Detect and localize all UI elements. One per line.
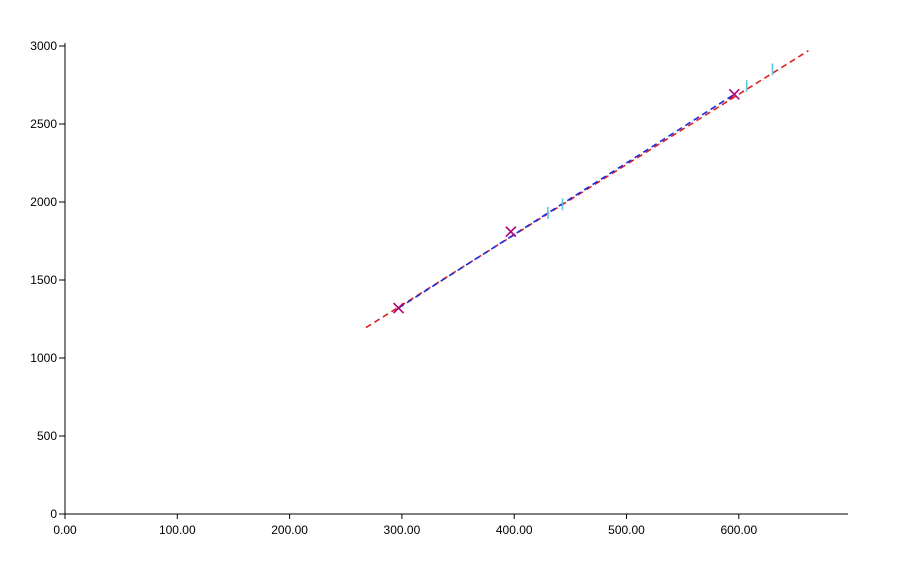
fit-lines	[365, 50, 809, 329]
x-ticks: 0.00 100.00 200.00 300.00 400.00 500.00 600.00	[53, 514, 757, 537]
y-tick-label: 1000	[30, 351, 57, 365]
x-tick-label: 0.00	[53, 523, 77, 537]
x-tick-label: 300.00	[384, 523, 421, 537]
x-tick-label: 100.00	[159, 523, 196, 537]
axes	[64, 43, 848, 515]
data-points	[392, 63, 774, 314]
x-tick-label: 200.00	[271, 523, 308, 537]
data-point	[728, 88, 740, 100]
y-tick-label: 1500	[30, 273, 57, 287]
data-point	[392, 302, 405, 314]
y-ticks: 0 500 1000 1500 2000 2500 3000	[30, 39, 65, 521]
x-tick-label: 400.00	[496, 523, 533, 537]
x-tick-label: 500.00	[608, 523, 645, 537]
y-tick-label: 500	[37, 429, 57, 443]
y-tick-label: 3000	[30, 39, 57, 53]
data-point	[505, 226, 517, 238]
y-tick-label: 0	[50, 507, 57, 521]
fit-line-1	[365, 50, 809, 329]
x-tick-label: 600.00	[720, 523, 757, 537]
y-tick-label: 2000	[30, 195, 57, 209]
fit-line-2	[398, 93, 735, 309]
y-tick-label: 2500	[30, 117, 57, 131]
